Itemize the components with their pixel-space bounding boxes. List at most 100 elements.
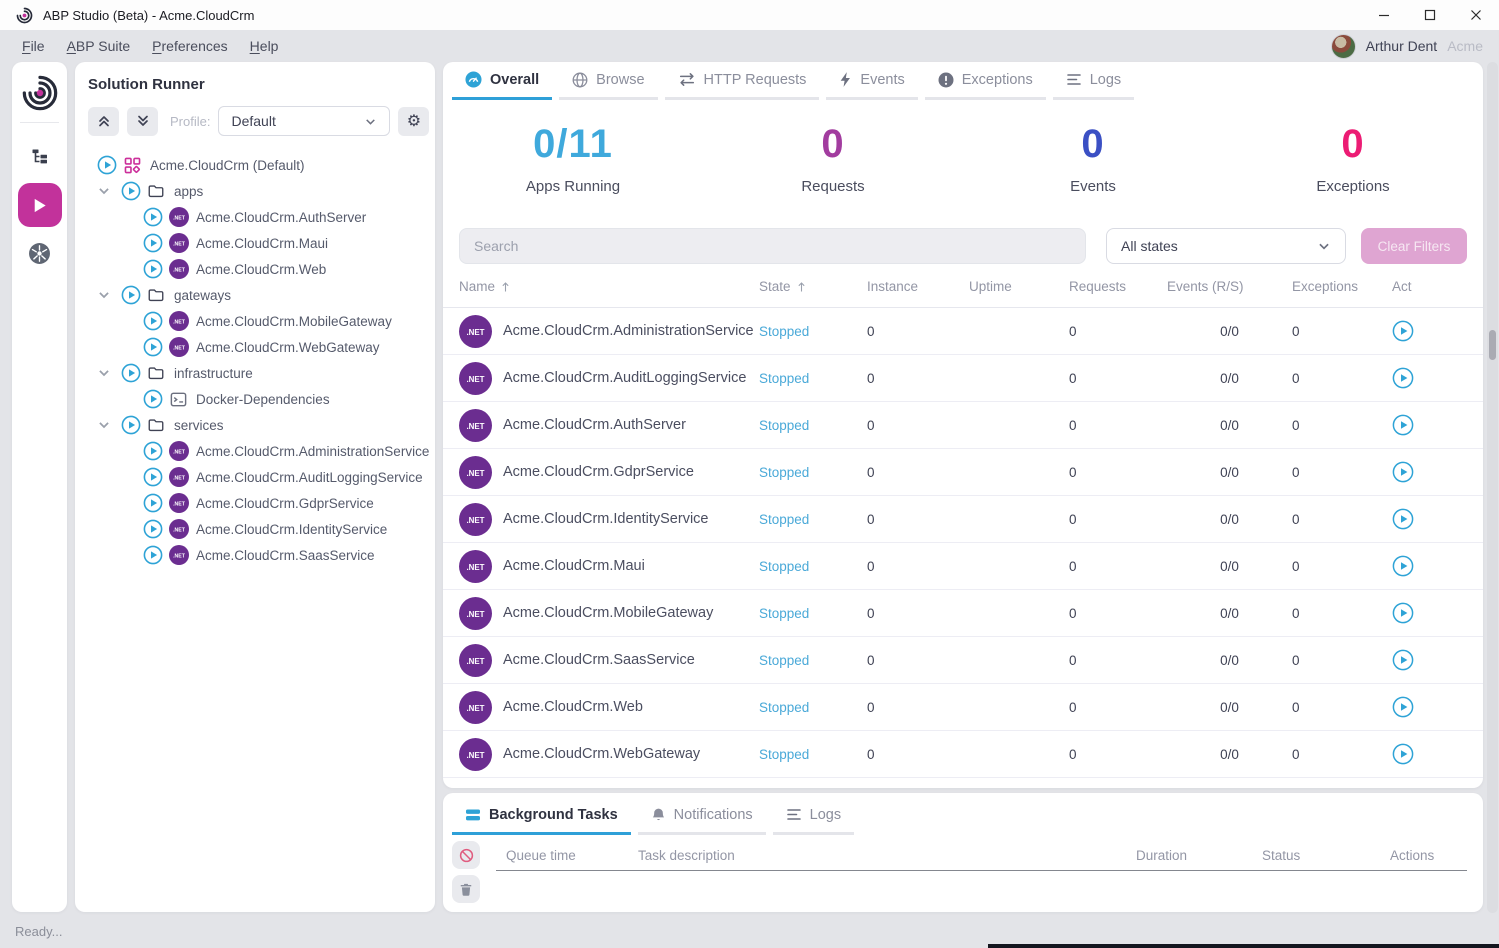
state-filter-select[interactable]: All states [1106, 228, 1346, 264]
tab-bottom-logs[interactable]: Logs [772, 797, 855, 835]
play-icon[interactable] [121, 415, 141, 435]
chevron-down-icon[interactable] [97, 184, 113, 198]
start-service-button[interactable] [1392, 649, 1414, 671]
menu-help[interactable]: Help [249, 38, 279, 54]
close-button[interactable] [1453, 0, 1499, 30]
play-icon[interactable] [121, 181, 141, 201]
tab-events[interactable]: Events [826, 62, 918, 100]
service-row[interactable]: .NET Acme.CloudCrm.AuthServer Stopped 0 0 0/0… [443, 402, 1483, 449]
tree-item-project[interactable]: .NET Acme.CloudCrm.Maui [75, 230, 435, 256]
kubernetes-icon[interactable] [18, 233, 62, 273]
tree-item-project[interactable]: .NET Acme.CloudCrm.MobileGateway [75, 308, 435, 334]
tab-browse[interactable]: Browse [559, 62, 658, 100]
tab-http-requests[interactable]: HTTP Requests [664, 62, 820, 100]
tab-notifications[interactable]: Notifications [637, 797, 766, 835]
start-service-button[interactable] [1392, 367, 1414, 389]
tree-item-project[interactable]: .NET Acme.CloudCrm.WebGateway [75, 334, 435, 360]
play-icon[interactable] [143, 467, 163, 487]
play-icon[interactable] [143, 259, 163, 279]
tree-item-project[interactable]: .NET Acme.CloudCrm.SaasService [75, 542, 435, 568]
tree-item-docker[interactable]: Docker-Dependencies [75, 386, 435, 412]
column-header-state[interactable]: State [759, 279, 867, 294]
minimize-button[interactable] [1361, 0, 1407, 30]
expand-all-button[interactable] [127, 106, 158, 136]
user-area[interactable]: Arthur Dent Acme [1330, 30, 1483, 62]
service-row[interactable]: .NET Acme.CloudCrm.Maui Stopped 0 0 0/0 0 [443, 543, 1483, 590]
tab-exceptions[interactable]: Exceptions [924, 62, 1046, 100]
column-header-requests[interactable]: Requests [1069, 279, 1127, 294]
tree-item-project[interactable]: .NET Acme.CloudCrm.IdentityService [75, 516, 435, 542]
column-header-instance[interactable]: Instance [867, 279, 919, 294]
column-header-name[interactable]: Name [459, 279, 759, 294]
user-avatar[interactable] [1330, 33, 1356, 59]
play-icon[interactable] [143, 493, 163, 513]
start-service-button[interactable] [1392, 508, 1414, 530]
play-icon[interactable] [143, 337, 163, 357]
start-service-button[interactable] [1392, 461, 1414, 483]
tree-item-folder[interactable]: gateways [75, 282, 435, 308]
service-row[interactable]: .NET Acme.CloudCrm.MobileGateway Stopped 0 0… [443, 590, 1483, 637]
service-row[interactable]: .NET Acme.CloudCrm.WebGateway Stopped 0 0 0/0… [443, 731, 1483, 778]
menu-abp-suite[interactable]: ABP Suite [66, 38, 131, 54]
play-icon[interactable] [143, 519, 163, 539]
solution-runner-icon[interactable] [17, 183, 62, 227]
clear-filters-button[interactable]: Clear Filters [1361, 228, 1467, 264]
play-icon[interactable] [143, 207, 163, 227]
start-service-button[interactable] [1392, 696, 1414, 718]
cancel-tasks-button[interactable] [452, 841, 480, 869]
menu-file[interactable]: File [22, 38, 45, 54]
service-row[interactable]: .NET Acme.CloudCrm.SaasService Stopped 0 0 0/… [443, 637, 1483, 684]
start-service-button[interactable] [1392, 743, 1414, 765]
menu-preferences[interactable]: Preferences [152, 38, 228, 54]
tree-item-project[interactable]: .NET Acme.CloudCrm.Web [75, 256, 435, 282]
tab-background-tasks[interactable]: Background Tasks [452, 797, 631, 835]
play-icon[interactable] [97, 155, 117, 175]
play-icon[interactable] [143, 441, 163, 461]
search-input[interactable] [459, 228, 1086, 264]
profile-select[interactable]: Default [218, 106, 391, 136]
tree-item-solution[interactable]: Acme.CloudCrm (Default) [75, 152, 435, 178]
play-icon[interactable] [143, 545, 163, 565]
tree-item-project[interactable]: .NET Acme.CloudCrm.AdministrationService [75, 438, 435, 464]
play-icon[interactable] [121, 285, 141, 305]
start-service-button[interactable] [1392, 320, 1414, 342]
runner-settings-button[interactable]: ⚙ [398, 106, 430, 136]
play-icon[interactable] [143, 389, 163, 409]
tab-logs[interactable]: Logs [1052, 62, 1135, 100]
solution-explorer-icon[interactable] [18, 137, 62, 177]
tree-item-folder[interactable]: apps [75, 178, 435, 204]
column-header-exceptions[interactable]: Exceptions [1292, 279, 1359, 294]
tree-item-folder[interactable]: services [75, 412, 435, 438]
tree-item-project[interactable]: .NET Acme.CloudCrm.AuthServer [75, 204, 435, 230]
play-icon[interactable] [143, 311, 163, 331]
maximize-button[interactable] [1407, 0, 1453, 30]
start-service-button[interactable] [1392, 414, 1414, 436]
chevron-down-icon[interactable] [97, 288, 113, 302]
service-row[interactable]: .NET Acme.CloudCrm.GdprService Stopped 0 0 0/… [443, 449, 1483, 496]
tree-item-project[interactable]: .NET Acme.CloudCrm.AuditLoggingService [75, 464, 435, 490]
clear-tasks-button[interactable] [452, 875, 480, 903]
collapse-all-button[interactable] [88, 106, 119, 136]
play-icon[interactable] [121, 363, 141, 383]
service-row[interactable]: .NET Acme.CloudCrm.AuditLoggingService Sto… [443, 355, 1483, 402]
column-header-events[interactable]: Events (R/S) [1167, 279, 1244, 294]
play-icon[interactable] [143, 233, 163, 253]
chevron-down-icon[interactable] [97, 366, 113, 380]
chevron-down-icon[interactable] [97, 418, 113, 432]
column-header-actions[interactable]: Act [1392, 279, 1412, 294]
service-requests: 0 [1069, 746, 1077, 762]
column-header-uptime[interactable]: Uptime [969, 279, 1012, 294]
scrollbar-thumb[interactable] [1489, 330, 1496, 360]
tree-item-folder[interactable]: infrastructure [75, 360, 435, 386]
tree-item-label: Acme.CloudCrm.MobileGateway [196, 313, 392, 329]
service-row[interactable]: .NET Acme.CloudCrm.AdministrationService S… [443, 308, 1483, 355]
start-service-button[interactable] [1392, 602, 1414, 624]
service-row[interactable]: .NET Acme.CloudCrm.IdentityService Stopped… [443, 496, 1483, 543]
tab-overall[interactable]: Overall [452, 62, 553, 100]
vertical-scrollbar[interactable] [1487, 62, 1498, 913]
dotnet-icon: .NET [459, 549, 492, 583]
tree-item-project[interactable]: .NET Acme.CloudCrm.GdprService [75, 490, 435, 516]
window-title: ABP Studio (Beta) - Acme.CloudCrm [43, 7, 255, 23]
service-row[interactable]: .NET Acme.CloudCrm.Web Stopped 0 0 0/0 0 [443, 684, 1483, 731]
start-service-button[interactable] [1392, 555, 1414, 577]
